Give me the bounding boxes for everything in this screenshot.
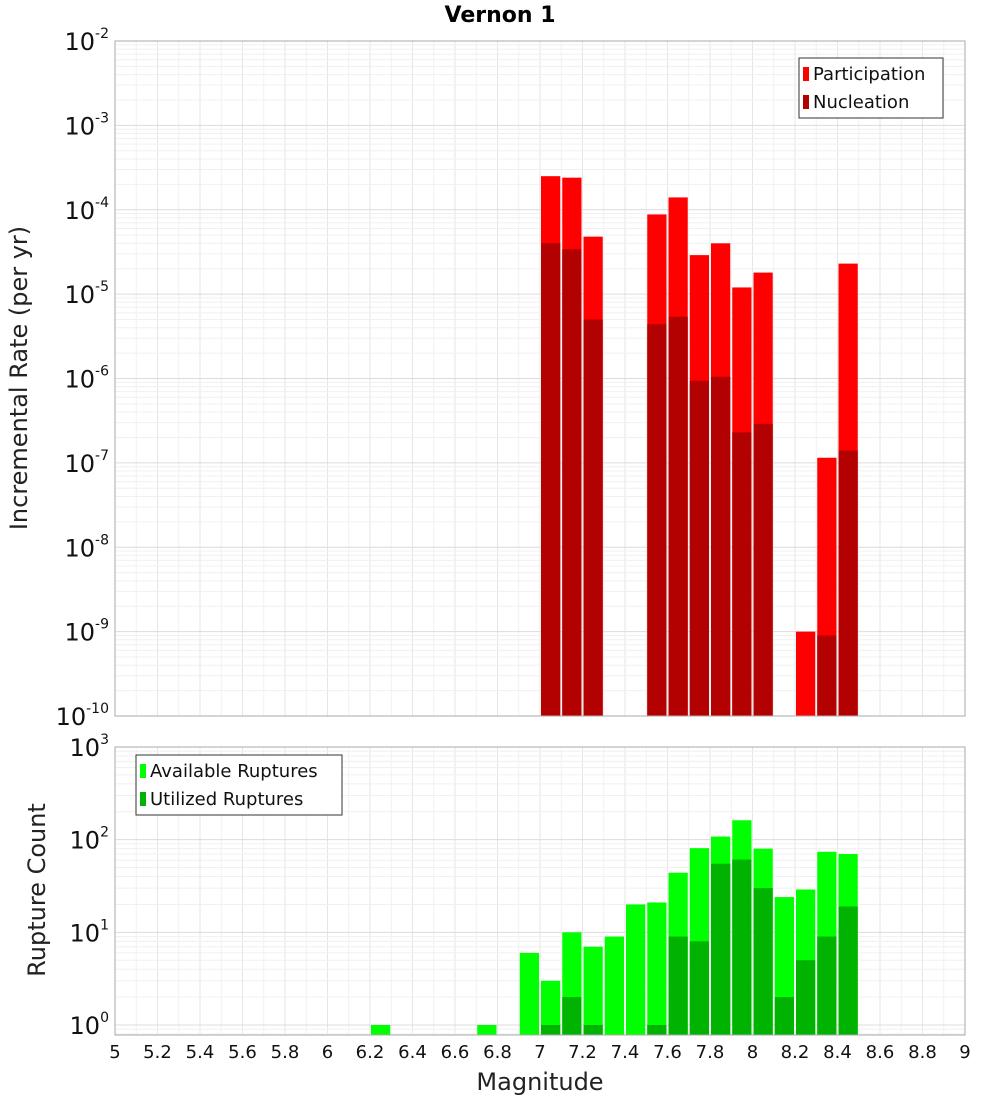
count-legend: Available Ruptures Utilized Ruptures <box>135 754 343 816</box>
count-bar-available-ruptures <box>477 1025 497 1035</box>
count-legend-swatch <box>140 764 146 778</box>
x-tick-label: 5.2 <box>143 1042 172 1063</box>
x-tick-label: 5 <box>109 1042 120 1063</box>
count-bar-utilized-ruptures <box>774 997 794 1035</box>
count-bar-utilized-ruptures <box>817 936 837 1035</box>
x-tick-label: 6.6 <box>441 1042 470 1063</box>
chart-title: Vernon 1 <box>445 3 556 28</box>
count-y-tick-label: 103 <box>70 732 109 762</box>
rate-bar-nucleation <box>817 635 837 716</box>
rate-legend-label: Nucleation <box>813 92 909 113</box>
count-bar-available-ruptures <box>583 946 603 1035</box>
rate-y-tick-label: 10-5 <box>64 279 109 309</box>
x-tick-label: 7.6 <box>653 1042 682 1063</box>
count-bar-utilized-ruptures <box>753 888 773 1035</box>
count-bar-available-ruptures <box>371 1025 391 1035</box>
count-y-tick-label: 101 <box>70 917 109 947</box>
count-bar-available-ruptures <box>604 936 624 1035</box>
rate-legend-box <box>798 57 944 119</box>
x-tick-label: 5.6 <box>228 1042 257 1063</box>
x-tick-label: 8.2 <box>781 1042 810 1063</box>
count-bar-utilized-ruptures <box>689 941 709 1035</box>
x-tick-label: 8.8 <box>908 1042 937 1063</box>
rate-y-axis-label: Incremental Rate (per yr) <box>5 226 33 530</box>
count-bar-utilized-ruptures <box>732 859 752 1035</box>
rate-y-tick-label: 10-4 <box>64 195 109 225</box>
x-tick-label: 7.4 <box>611 1042 640 1063</box>
x-tick-label: 7.2 <box>568 1042 597 1063</box>
x-tick-label: 6.2 <box>356 1042 385 1063</box>
rate-y-tick-label: 10-2 <box>64 26 109 56</box>
x-tick-label: 9 <box>959 1042 970 1063</box>
rate-plot: 10-10 10-9 10-8 10-7 10-6 10-5 10-4 10-3 10-2 Par… <box>56 26 966 731</box>
count-bar-available-ruptures <box>541 980 561 1035</box>
count-legend-label: Available Ruptures <box>150 761 318 782</box>
rate-legend-label: Participation <box>813 64 925 85</box>
count-y-tick-label: 100 <box>70 1010 109 1040</box>
count-bar-utilized-ruptures <box>562 997 582 1035</box>
count-plot-frame <box>114 746 966 1036</box>
count-bar-utilized-ruptures <box>796 960 816 1035</box>
rate-bar-nucleation <box>711 376 731 716</box>
count-y-axis-label: Rupture Count <box>23 803 51 977</box>
rate-bar-nucleation <box>583 319 603 716</box>
rate-legend-swatch <box>803 67 809 81</box>
rate-plot-frame <box>114 40 966 717</box>
x-tick-label: 8 <box>747 1042 758 1063</box>
count-bar-utilized-ruptures <box>647 1025 667 1035</box>
x-tick-label: 8.4 <box>823 1042 852 1063</box>
x-tick-label: 8.6 <box>866 1042 895 1063</box>
rupture-count-plot: 100 101 102 103 5 5.2 5.4 5.6 5.8 6 6.2 6.4 6.6 6.8 7 7… <box>70 732 971 1063</box>
rate-bar-nucleation <box>838 450 858 716</box>
count-bar-available-ruptures <box>519 952 539 1035</box>
rate-bar-nucleation <box>541 243 561 717</box>
count-legend-box <box>135 754 343 816</box>
count-y-tick-label: 102 <box>70 825 109 855</box>
x-tick-label: 6.8 <box>483 1042 512 1063</box>
count-bar-utilized-ruptures <box>583 1025 603 1035</box>
rate-bar-nucleation <box>732 432 752 716</box>
count-legend-label: Utilized Ruptures <box>150 789 303 810</box>
x-axis-label: Magnitude <box>476 1068 603 1096</box>
rate-bar-nucleation <box>647 324 667 716</box>
rate-y-tick-label: 10-3 <box>64 110 109 140</box>
rate-y-tick-label: 10-7 <box>64 448 109 478</box>
rate-bar-nucleation <box>562 249 582 716</box>
x-tick-label: 7.8 <box>696 1042 725 1063</box>
x-tick-label: 5.4 <box>186 1042 215 1063</box>
count-legend-swatch <box>140 792 146 806</box>
rate-legend-swatch <box>803 95 809 109</box>
count-bar-available-ruptures <box>626 904 646 1035</box>
count-bar-utilized-ruptures <box>541 1025 561 1035</box>
rate-bar-nucleation <box>689 380 709 716</box>
rate-y-tick-label: 10-6 <box>64 364 109 394</box>
x-tick-label: 6.4 <box>398 1042 427 1063</box>
rate-bar-participation <box>796 631 816 716</box>
rate-y-tick-label: 10-8 <box>64 532 109 562</box>
rate-y-tick-label: 10-10 <box>56 701 109 731</box>
count-bar-utilized-ruptures <box>711 863 731 1035</box>
rate-y-tick-label: 10-9 <box>64 617 109 647</box>
x-tick-label: 6 <box>322 1042 333 1063</box>
rate-legend: Participation Nucleation <box>798 57 944 119</box>
count-bar-utilized-ruptures <box>838 906 858 1035</box>
count-bar-utilized-ruptures <box>668 936 688 1035</box>
rate-bar-nucleation <box>668 316 688 716</box>
x-tick-label: 5.8 <box>271 1042 300 1063</box>
count-bar-available-ruptures <box>647 902 667 1035</box>
x-tick-label: 7 <box>534 1042 545 1063</box>
rate-bar-nucleation <box>753 423 773 716</box>
